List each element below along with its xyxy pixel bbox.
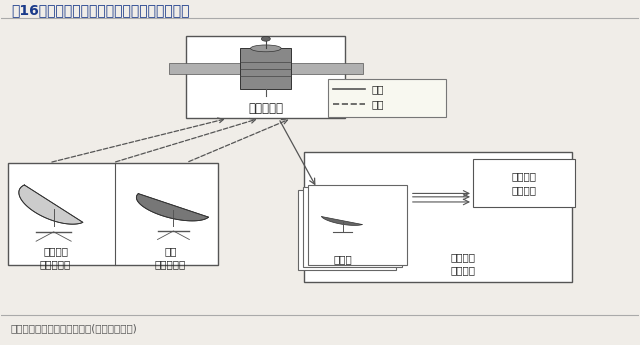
Text: 跟踪遥测
指令分系统: 跟踪遥测 指令分系统 [40,246,71,269]
Bar [303,187,401,267]
Bar [308,185,406,265]
Ellipse shape [250,45,281,52]
Ellipse shape [261,37,270,41]
Text: 通信业务
控制中心: 通信业务 控制中心 [511,171,536,195]
Text: 通信地球
站分系统: 通信地球 站分系统 [451,252,476,275]
Bar [291,63,363,74]
Bar [298,190,396,270]
Bar [304,152,572,282]
Text: 空间分系统: 空间分系统 [248,102,284,115]
Polygon shape [19,185,83,224]
Bar [473,159,575,207]
Text: 测控: 测控 [371,99,384,109]
Polygon shape [321,217,362,225]
Text: 资料来源：《军事通信系统》(童新海、赵兵): 资料来源：《军事通信系统》(童新海、赵兵) [11,323,138,333]
Text: 通信: 通信 [371,84,384,94]
Bar [328,79,446,117]
Bar [241,48,291,89]
Text: 地球站: 地球站 [333,254,352,264]
Text: 图16：卫星通信系统通过通信卫星作为中继站: 图16：卫星通信系统通过通信卫星作为中继站 [11,3,189,17]
Bar [186,37,346,118]
Polygon shape [136,194,209,221]
Bar [8,163,218,265]
Text: 监控
管理分系统: 监控 管理分系统 [155,246,186,269]
Bar [169,63,241,74]
